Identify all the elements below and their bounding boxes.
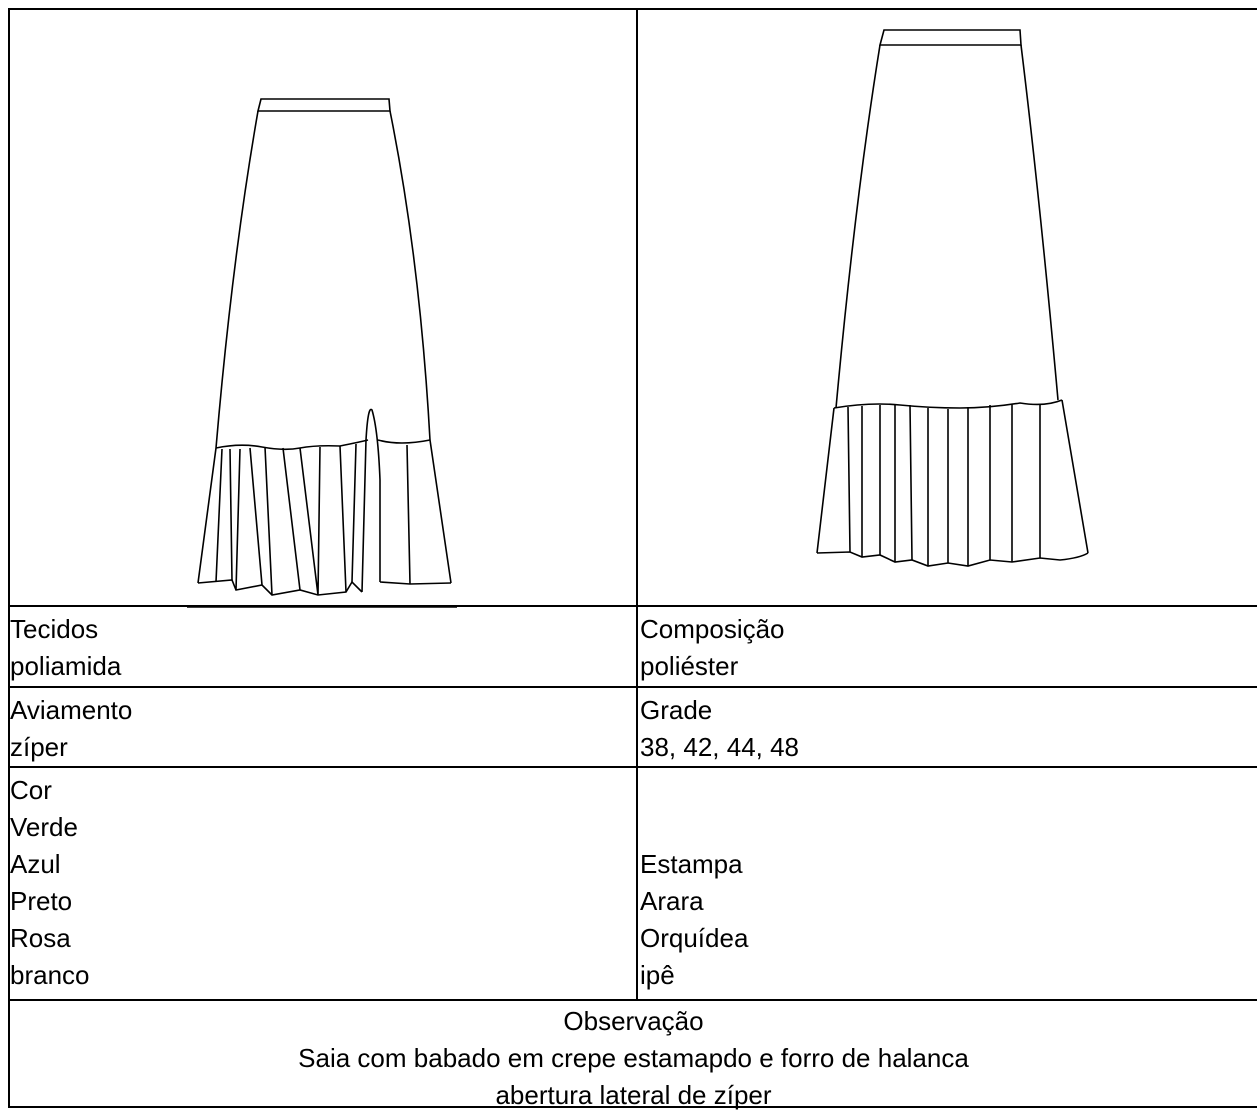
row-line [8,605,1257,607]
table-cell: Aviamento zíper [8,688,636,767]
table-cell: Cor Verde Azul Preto Rosa branco [8,768,636,1000]
cell-text: Composição [640,614,785,644]
cell-text: abertura lateral de zíper [495,1080,772,1110]
cell-text: Tecidos [10,614,99,644]
cell-text: poliamida [10,651,122,681]
cell-text: Aviamento [10,695,133,725]
cell-text: 38, 42, 44, 48 [640,732,800,762]
cell-text: Azul [10,849,61,879]
cell-text: Saia com babado em crepe estamapdo e for… [298,1043,969,1073]
cell-text: Orquídea [640,923,749,953]
cell-text: Cor [10,775,52,805]
cell-text: Grade [640,695,713,725]
row-line [8,999,1257,1001]
cell-text: Preto [10,886,73,916]
skirt-right [816,29,1089,567]
cell-text: Rosa [10,923,71,953]
cell-text: branco [10,960,90,990]
row-line [8,766,1257,768]
skirt-left [187,98,457,608]
table-cell: Grade 38, 42, 44, 48 [638,688,1257,767]
cell-text: Arara [640,886,704,916]
cell-text: ipê [640,960,675,990]
table-cell: Composição poliéster [638,607,1257,687]
row-line [8,686,1257,688]
cell-text: Observação [563,1006,704,1036]
cell-text: zíper [10,732,68,762]
cell-text: Estampa [640,849,743,879]
cell-text: Verde [10,812,78,842]
table-cell: Estampa Arara Orquídea ipê [638,768,1257,1000]
cell-text: poliéster [640,651,739,681]
table-cell: Tecidos poliamida [8,607,636,687]
column-line [636,8,638,1001]
